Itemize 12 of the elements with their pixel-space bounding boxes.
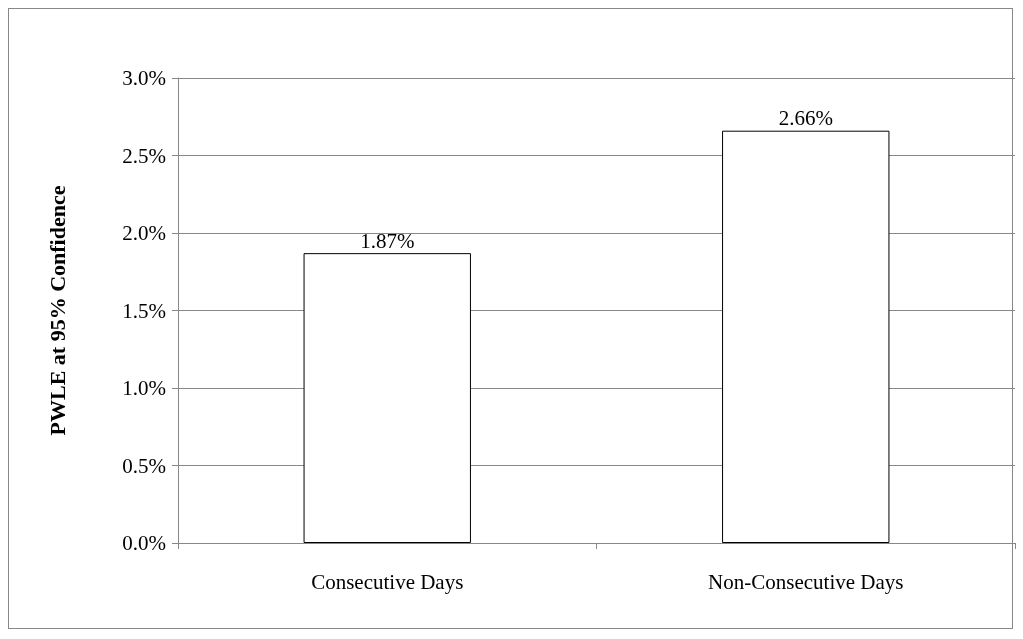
data-label: 1.87% [360, 228, 415, 253]
x-tick-label: Consecutive Days [311, 569, 464, 594]
y-tick-label: 1.0% [122, 376, 166, 400]
y-tick-label: 0.5% [122, 453, 166, 478]
y-tick-label: 2.0% [122, 221, 166, 245]
y-tick-label: 2.5% [122, 143, 166, 168]
data-label: 2.66% [778, 106, 833, 131]
x-tick-label: Non-Consecutive Days [708, 569, 904, 594]
y-tick-label: 3.0% [122, 66, 166, 90]
y-tick-label: 1.5% [122, 298, 166, 323]
y-axis-title: PWLE at 95% Confidence [44, 185, 70, 436]
y-tick-label: 0.0% [122, 531, 166, 555]
